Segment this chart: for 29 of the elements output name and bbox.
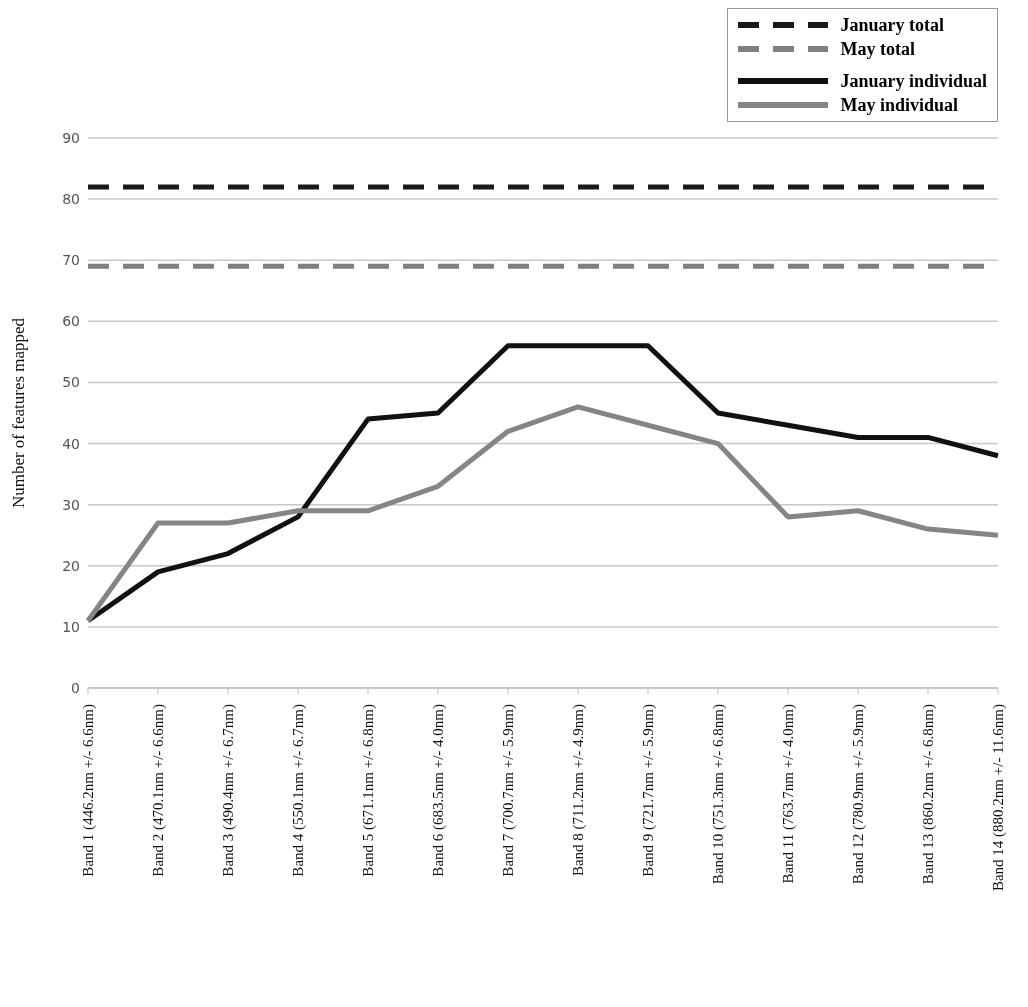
x-tick-label: Band 9 (721.7nm +/- 5.9nm) <box>640 704 657 877</box>
y-tick-label: 50 <box>62 374 80 391</box>
x-tick-label: Band 3 (490.4nm +/- 6.7nm) <box>220 704 237 877</box>
x-tick-label: Band 8 (711.2nm +/- 4.9nm) <box>570 704 587 877</box>
x-tick-label: Band 1 (446.2nm +/- 6.6nm) <box>80 704 97 877</box>
y-tick-label: 70 <box>62 252 80 269</box>
y-tick-label: 0 <box>71 679 80 696</box>
x-tick-label: Band 12 (780.9nm +/- 5.9nm) <box>850 704 867 885</box>
y-tick-label: 30 <box>62 496 80 513</box>
legend-label: May individual <box>840 94 958 116</box>
y-axis-title: Number of features mapped <box>9 317 29 509</box>
y-tick-label: 10 <box>62 618 80 635</box>
x-tick-label: Band 14 (880.2nm +/- 11.6nm) <box>990 704 1007 892</box>
x-tick-label: Band 4 (550.1nm +/- 6.7nm) <box>290 704 307 877</box>
y-tick-label: 60 <box>62 313 80 330</box>
x-tick-label: Band 11 (763.7nm +/- 4.0nm) <box>780 704 797 884</box>
legend-label: January total <box>840 14 944 36</box>
x-tick-label: Band 7 (700.7nm +/- 5.9nm) <box>500 704 517 877</box>
legend-label: May total <box>840 38 915 60</box>
x-tick-label: Band 2 (470.1nm +/- 6.6nm) <box>150 704 167 877</box>
x-tick-label: Band 5 (671.1nm +/- 6.8nm) <box>360 704 377 877</box>
y-tick-label: 80 <box>62 191 80 208</box>
x-tick-label: Band 10 (751.3nm +/- 6.8nm) <box>710 704 727 885</box>
y-tick-label: 40 <box>62 435 80 452</box>
y-tick-label: 90 <box>62 129 80 146</box>
x-tick-label: Band 6 (683.5nm +/- 4.0nm) <box>430 704 447 877</box>
y-tick-label: 20 <box>62 557 80 574</box>
x-tick-label: Band 13 (860.2nm +/- 6.8nm) <box>920 704 937 885</box>
legend-label: January individual <box>840 70 987 92</box>
